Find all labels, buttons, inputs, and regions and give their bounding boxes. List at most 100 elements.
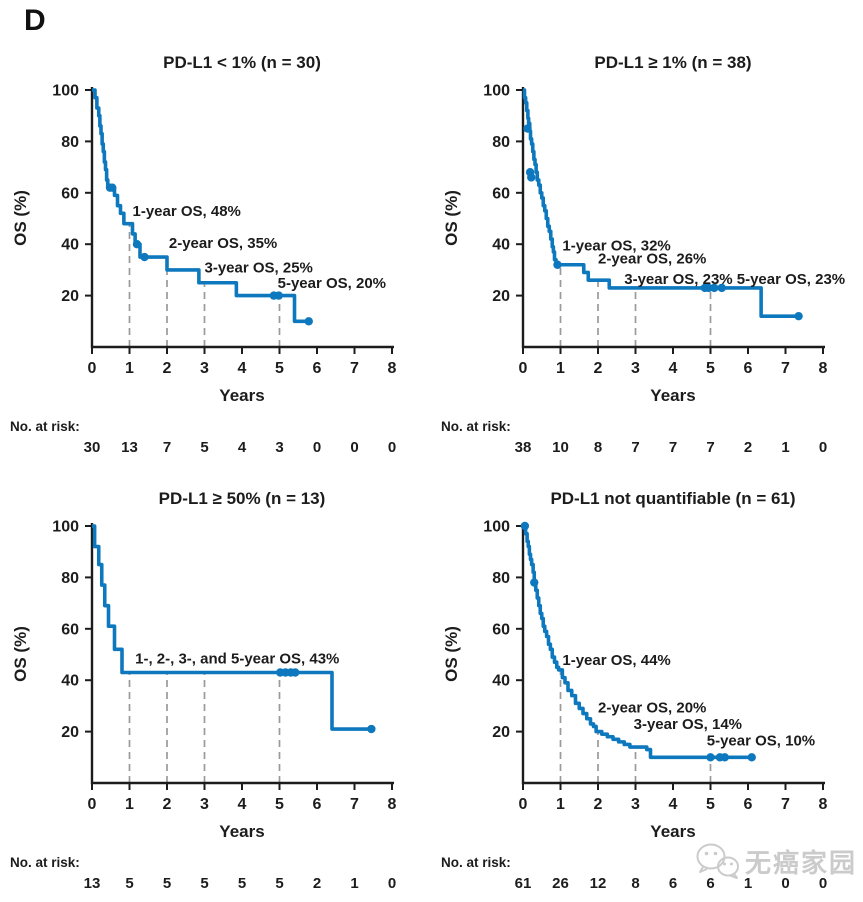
x-tick-label: 1 xyxy=(556,796,565,813)
risk-value: 7 xyxy=(631,439,639,456)
y-tick-label: 60 xyxy=(61,621,79,638)
km-chart-svg: PD-L1 not quantifiable (n = 61)204060801… xyxy=(441,489,828,892)
risk-label: No. at risk: xyxy=(10,419,80,434)
y-tick-label: 80 xyxy=(492,134,510,151)
x-tick-label: 8 xyxy=(388,796,397,813)
x-tick-label: 6 xyxy=(313,360,322,377)
censor-mark xyxy=(794,311,803,321)
x-axis-label: Years xyxy=(219,386,264,405)
risk-value: 5 xyxy=(125,875,133,892)
x-axis-label: Years xyxy=(650,822,695,841)
x-axis-label: Years xyxy=(650,386,695,405)
risk-value: 7 xyxy=(163,439,171,456)
x-tick-label: 0 xyxy=(519,796,528,813)
risk-value: 13 xyxy=(121,439,138,456)
risk-value: 2 xyxy=(313,875,321,892)
y-axis-label: OS (%) xyxy=(11,190,30,246)
km-panel-pdl1-ge-50pct: PD-L1 ≥ 50% (n = 13) 20 40 60 80 100 0 1 2 3 4 5 6 7 8… xyxy=(0,478,431,902)
risk-value: 1 xyxy=(781,439,789,456)
axes xyxy=(521,87,825,349)
x-tick-label: 2 xyxy=(594,796,603,813)
risk-value: 61 xyxy=(515,875,532,892)
x-tick-label: 4 xyxy=(238,796,247,813)
os-annotation: 5-year OS, 20% xyxy=(278,275,386,292)
x-tick-label: 3 xyxy=(200,796,209,813)
figure-label: D xyxy=(24,4,46,37)
y-tick-label: 100 xyxy=(52,519,79,536)
x-tick-label: 4 xyxy=(669,796,678,813)
risk-value: 0 xyxy=(313,439,321,456)
x-tick-label: 5 xyxy=(706,796,715,813)
censor-mark xyxy=(527,173,536,182)
risk-value: 30 xyxy=(84,439,101,456)
censor-mark xyxy=(530,578,539,587)
y-tick-label: 20 xyxy=(492,724,510,741)
y-tick-label: 80 xyxy=(61,570,79,587)
censor-mark xyxy=(108,183,117,192)
censor-mark xyxy=(304,317,313,326)
censor-mark xyxy=(367,724,376,734)
os-annotation: 3-year OS, 25% xyxy=(205,259,313,276)
x-tick-label: 8 xyxy=(819,796,828,813)
x-tick-label: 2 xyxy=(163,360,172,377)
risk-value: 1 xyxy=(350,875,358,892)
survival-curve xyxy=(522,88,799,318)
x-tick-label: 5 xyxy=(706,360,715,377)
km-panel-pdl1-lt-1pct: PD-L1 < 1% (n = 30) 20 40 60 80 100 0 1 2 3 4 5 6 7 8 O… xyxy=(0,42,431,467)
x-tick-label: 6 xyxy=(313,796,322,813)
y-tick-label: 20 xyxy=(492,288,510,305)
risk-value: 0 xyxy=(819,875,827,892)
x-tick-label: 6 xyxy=(744,796,753,813)
x-tick-label: 1 xyxy=(125,360,134,377)
x-tick-label: 3 xyxy=(631,796,640,813)
x-axis-label: Years xyxy=(219,822,264,841)
risk-value: 4 xyxy=(238,439,247,456)
x-tick-label: 1 xyxy=(125,796,134,813)
km-panel-pdl1-not-quantifiable: PD-L1 not quantifiable (n = 61) 20 40 60 80 1… xyxy=(431,478,862,902)
os-annotation: 1-year OS, 32% xyxy=(562,238,670,255)
x-tick-label: 4 xyxy=(238,360,247,377)
x-tick-label: 1 xyxy=(556,360,565,377)
risk-value: 0 xyxy=(388,439,396,456)
risk-value: 8 xyxy=(594,439,602,456)
censor-mark xyxy=(720,753,729,762)
risk-value: 5 xyxy=(238,875,246,892)
censor-mark xyxy=(291,668,300,677)
os-annotation: 1-year OS, 48% xyxy=(133,203,241,220)
y-axis-label: OS (%) xyxy=(442,190,461,246)
risk-value: 0 xyxy=(350,439,358,456)
y-tick-label: 80 xyxy=(61,134,79,151)
censor-mark xyxy=(553,260,562,269)
risk-value: 5 xyxy=(275,875,283,892)
censor-mark xyxy=(520,521,530,531)
y-tick-label: 80 xyxy=(492,570,510,587)
x-tick-label: 5 xyxy=(275,796,284,813)
panel-title: PD-L1 not quantifiable (n = 61) xyxy=(550,489,795,508)
y-tick-label: 20 xyxy=(61,724,79,741)
risk-value: 8 xyxy=(631,875,639,892)
y-tick-label: 20 xyxy=(61,288,79,305)
os-annotation: 1-year OS, 44% xyxy=(562,652,670,669)
risk-value: 38 xyxy=(515,439,532,456)
x-tick-label: 0 xyxy=(519,360,528,377)
risk-value: 0 xyxy=(781,875,789,892)
x-tick-label: 8 xyxy=(388,360,397,377)
risk-value: 12 xyxy=(590,875,607,892)
os-annotation: 3-year OS, 23% xyxy=(624,271,732,288)
risk-label: No. at risk: xyxy=(441,419,511,434)
km-panel-pdl1-ge-1pct: PD-L1 ≥ 1% (n = 38) 20 40 60 80 100 0 1 2 3 4 5 6 7 8 O… xyxy=(431,42,862,467)
os-annotation: 2-year OS, 20% xyxy=(598,699,706,716)
survival-curve xyxy=(92,524,372,731)
x-tick-label: 0 xyxy=(88,360,97,377)
os-annotation: 1-, 2-, 3-, and 5-year OS, 43% xyxy=(135,650,339,667)
censor-mark xyxy=(706,753,715,762)
x-tick-label: 0 xyxy=(88,796,97,813)
y-tick-label: 60 xyxy=(61,185,79,202)
risk-label: No. at risk: xyxy=(10,855,80,870)
panel-title: PD-L1 ≥ 1% (n = 38) xyxy=(594,53,751,72)
os-annotation: 5-year OS, 23% xyxy=(737,271,845,288)
y-tick-label: 40 xyxy=(492,673,510,690)
y-tick-label: 60 xyxy=(492,621,510,638)
x-tick-label: 7 xyxy=(781,360,790,377)
